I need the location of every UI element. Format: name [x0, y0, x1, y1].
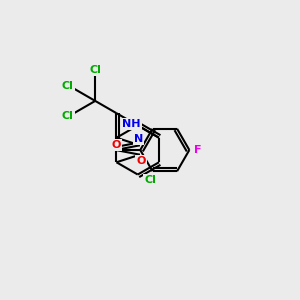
Text: Cl: Cl — [62, 81, 74, 91]
Text: O: O — [136, 156, 146, 166]
Text: Cl: Cl — [144, 175, 156, 185]
Text: F: F — [194, 145, 202, 155]
Text: N: N — [134, 134, 143, 144]
Text: Cl: Cl — [89, 65, 101, 75]
Text: O: O — [112, 140, 121, 150]
Text: NH: NH — [122, 119, 141, 129]
Text: Cl: Cl — [62, 111, 74, 121]
